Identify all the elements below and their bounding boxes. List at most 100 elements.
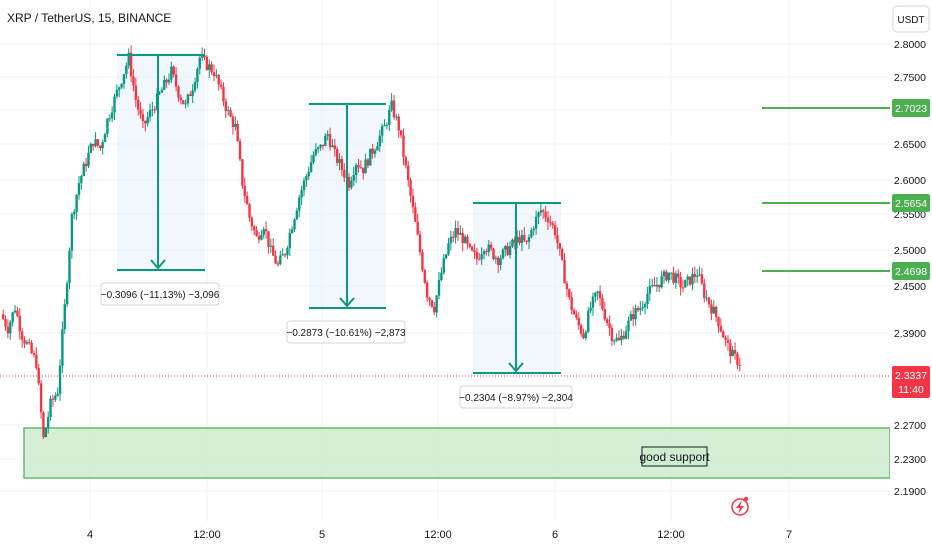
candle-body — [733, 349, 737, 354]
candle-body — [231, 116, 235, 128]
candle-body — [437, 279, 441, 296]
candle-body — [279, 255, 282, 265]
candle-body — [80, 176, 83, 184]
candle-body — [250, 217, 254, 227]
candle-body — [447, 243, 450, 255]
candle-body — [655, 284, 659, 287]
candle-body — [257, 236, 261, 240]
candle-body — [454, 227, 457, 238]
price-tick: 2.1900 — [894, 486, 926, 498]
candle-body — [385, 124, 389, 126]
candle-body — [712, 306, 715, 314]
candle-body — [639, 308, 642, 311]
candle-body — [508, 246, 512, 255]
candle-body — [125, 65, 128, 75]
time-axis[interactable]: 4 12:00 5 12:00 6 12:00 7 — [0, 522, 932, 550]
candle-body — [577, 317, 580, 326]
candle-body — [366, 159, 370, 166]
currency-button[interactable] — [892, 5, 930, 33]
candle-body — [18, 315, 21, 332]
candle-body — [305, 176, 308, 181]
price-axis[interactable]: USDT 2.8000 2.7500 2.6500 2.6000 2.5500 … — [890, 0, 932, 522]
candle-body — [203, 55, 206, 57]
time-tick: 12:00 — [193, 529, 221, 541]
candle-body — [722, 331, 725, 338]
candle-body — [603, 309, 607, 320]
candle-body — [163, 79, 166, 90]
candle-body — [527, 237, 531, 242]
candle-body — [629, 314, 633, 321]
candle-body — [473, 250, 476, 253]
candle-body — [6, 326, 10, 334]
candle-body — [359, 167, 363, 169]
candle-body — [542, 210, 545, 212]
candle-body — [511, 239, 514, 247]
candle-body — [281, 254, 284, 256]
candle-body — [636, 307, 640, 311]
price-tick: 2.3900 — [894, 328, 926, 340]
candle-body — [390, 100, 393, 111]
candle-body — [563, 259, 566, 284]
measure-label-2: −0.2873 (−10.61%) −2,873 — [286, 320, 406, 344]
candle-body — [96, 139, 100, 146]
price-label-text: 2.4698 — [895, 266, 927, 278]
candle-body — [262, 229, 265, 235]
candle-body — [515, 237, 519, 243]
support-label[interactable]: good support — [639, 446, 710, 467]
support-zone[interactable] — [23, 427, 891, 479]
candle-body — [520, 234, 524, 244]
measure-tool-2[interactable] — [309, 103, 386, 309]
candle-body — [205, 56, 209, 70]
candle-body — [703, 283, 706, 298]
candle-body — [44, 428, 48, 438]
measure-tool-3[interactable] — [473, 202, 561, 374]
lightning-alert-icon[interactable] — [731, 496, 749, 516]
candle-body — [695, 275, 699, 277]
candle-body — [395, 116, 398, 118]
candle-body — [724, 337, 727, 340]
candle-body — [433, 306, 436, 313]
time-tick: 12:00 — [424, 529, 452, 541]
candle-body — [91, 143, 95, 147]
measure-area-1 — [117, 55, 205, 270]
candle-body — [144, 121, 147, 124]
candle-body — [234, 123, 237, 128]
candle-body — [274, 255, 277, 264]
candle-body — [35, 354, 38, 369]
candle-body — [717, 317, 720, 327]
candle-body — [707, 297, 711, 305]
candle-body — [480, 254, 483, 260]
candle-body — [357, 164, 360, 168]
candle-body — [691, 273, 694, 285]
measure-label-2-text: −0.2873 (−10.61%) −2,873 — [286, 328, 406, 339]
candle-body — [650, 285, 654, 287]
bar-countdown: 11:40 — [898, 384, 924, 396]
candle-body — [11, 312, 14, 323]
candle-body — [494, 257, 498, 259]
candle-body — [328, 134, 332, 148]
candle-body — [452, 236, 455, 238]
candle-body — [489, 244, 493, 249]
candle-body — [482, 251, 486, 255]
time-tick: 7 — [786, 529, 792, 541]
candle-body — [46, 417, 50, 429]
candle-body — [551, 223, 554, 225]
candle-body — [643, 304, 647, 308]
candle-body — [627, 320, 630, 332]
candle-body — [560, 248, 564, 260]
last-price-text: 2.3337 — [895, 370, 927, 382]
measure-tool-1[interactable] — [117, 54, 205, 271]
candle-body — [110, 112, 114, 119]
candle-body — [409, 180, 412, 196]
candle-body — [58, 365, 62, 394]
candle-body — [544, 211, 547, 218]
candle-body — [272, 245, 275, 256]
candle-body — [582, 333, 585, 339]
candle-body — [714, 306, 718, 318]
candle-body — [537, 212, 540, 217]
candle-body — [466, 236, 469, 244]
candle-body — [456, 227, 460, 235]
candle-body — [134, 85, 138, 100]
candle-body — [478, 259, 481, 261]
